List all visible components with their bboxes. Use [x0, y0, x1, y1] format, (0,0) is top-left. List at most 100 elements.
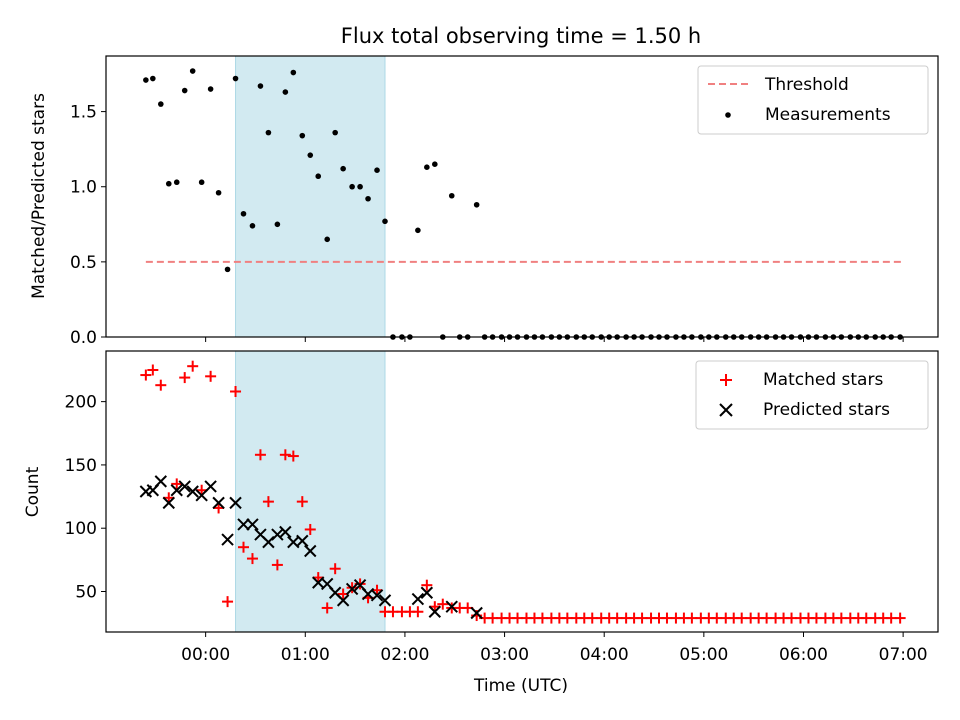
bottom-plot-frame — [105, 350, 939, 633]
matched-stars-point — [140, 369, 152, 381]
predicted-stars-legend-label: Predicted stars — [763, 400, 890, 420]
x-tick-label: 01:00 — [281, 645, 330, 665]
matched-stars-point — [296, 496, 308, 508]
predicted-stars-point — [445, 600, 458, 613]
predicted-stars-point — [154, 475, 168, 488]
top-plot-frame — [105, 55, 939, 338]
measurement-point — [181, 87, 188, 94]
measurement-point — [232, 75, 239, 82]
measurement-point — [307, 152, 314, 158]
matched-stars-point — [179, 372, 191, 384]
measurement-point — [357, 183, 363, 190]
top-y-tick-label: 1.5 — [70, 103, 97, 123]
predicted-stars-point — [162, 496, 175, 510]
measurement-point — [473, 201, 480, 208]
predicted-stars-point — [420, 586, 434, 599]
matched-stars-point — [155, 379, 167, 391]
chart-title: Flux total observing time = 1.50 h — [341, 24, 701, 48]
measurement-point — [315, 173, 322, 180]
predicted-stars-point — [470, 606, 483, 620]
predicted-stars-point — [411, 592, 425, 606]
measurement-point — [173, 179, 180, 186]
predicted-stars-series — [139, 475, 483, 620]
predicted-stars-point — [170, 484, 183, 497]
matched-stars-point — [254, 449, 266, 461]
top-chart-panel: Flux total observing time = 1.50 h Match… — [29, 24, 939, 348]
predicted-stars-point — [186, 485, 199, 498]
threshold-legend-label: Threshold — [764, 75, 849, 95]
measurement-point — [448, 192, 455, 199]
x-tick-label: 05:00 — [679, 645, 728, 665]
measurement-point — [198, 179, 205, 186]
matched-stars-point — [238, 541, 250, 553]
x-tick-label: 04:00 — [580, 645, 629, 665]
measurements-legend-swatch — [725, 112, 731, 118]
measurement-point — [274, 221, 281, 228]
predicted-stars-point — [378, 594, 392, 607]
measurement-point — [290, 69, 297, 76]
top-x-axis-ticks — [205, 337, 904, 342]
matched-stars-point — [279, 449, 291, 461]
matched-stars-point — [437, 598, 449, 610]
top-legend: Threshold Measurements — [697, 65, 929, 135]
measurement-point — [165, 180, 172, 187]
x-tick-label: 02:00 — [380, 645, 429, 665]
bottom-legend-box — [695, 360, 929, 430]
predicted-stars-point — [237, 518, 250, 531]
bottom-y-tick-label: 50 — [75, 582, 97, 602]
predicted-stars-point — [204, 480, 217, 493]
measurement-point — [349, 183, 355, 190]
matched-stars-point — [205, 370, 217, 382]
measurement-point — [215, 189, 222, 196]
predicted-stars-point — [279, 525, 292, 539]
measurement-point — [374, 167, 380, 174]
measurement-point — [249, 223, 256, 229]
measurement-point — [143, 77, 149, 83]
x-tick-label: 00:00 — [181, 645, 230, 665]
predicted-stars-point — [246, 518, 259, 531]
measurement-point — [282, 89, 289, 95]
matched-stars-point — [147, 364, 159, 376]
predicted-stars-point — [336, 594, 350, 607]
x-axis-label: Time (UTC) — [473, 676, 568, 696]
matched-stars-point — [262, 496, 274, 508]
matched-stars-point — [421, 579, 433, 591]
measurement-point — [415, 227, 421, 234]
predicted-stars-legend-swatch — [719, 403, 733, 417]
matched-stars-point — [230, 386, 242, 398]
x-tick-label: 06:00 — [779, 645, 828, 665]
measurement-point — [424, 164, 430, 170]
bottom-y-tick-label: 150 — [65, 456, 97, 476]
measurement-point — [240, 210, 247, 217]
predicted-stars-point — [178, 480, 191, 493]
matched-stars-legend-swatch — [720, 374, 732, 386]
predicted-stars-point — [229, 496, 242, 510]
measurement-point — [382, 218, 388, 225]
bottom-x-axis-ticks: 00:00 01:00 02:00 03:00 04:00 05:00 06:00 07:00 — [181, 632, 928, 665]
bottom-y-axis-ticks: 50 100 150 200 — [65, 393, 106, 602]
matched-stars-point — [894, 612, 906, 624]
measurement-point — [224, 266, 231, 273]
matched-stars-point — [271, 559, 283, 571]
measurement-point — [299, 132, 306, 139]
measurement-point — [340, 165, 346, 172]
predicted-stars-point — [304, 544, 317, 558]
predicted-stars-point — [271, 528, 284, 541]
measurement-point — [150, 75, 156, 82]
measurement-point — [432, 161, 438, 167]
top-shaded-rect — [235, 55, 386, 338]
top-y-tick-label: 1.0 — [70, 178, 97, 198]
measurement-point — [257, 83, 264, 89]
measurement-point — [365, 195, 371, 202]
matched-stars-point — [187, 360, 199, 372]
top-shaded-span — [235, 55, 386, 338]
matched-stars-legend-label: Matched stars — [763, 370, 883, 390]
measurement-point — [265, 129, 272, 136]
x-tick-label: 07:00 — [879, 645, 928, 665]
bottom-y-tick-label: 100 — [65, 519, 97, 539]
matched-stars-point — [304, 523, 316, 535]
matched-stars-point — [321, 602, 333, 614]
predicted-stars-point — [221, 533, 234, 546]
